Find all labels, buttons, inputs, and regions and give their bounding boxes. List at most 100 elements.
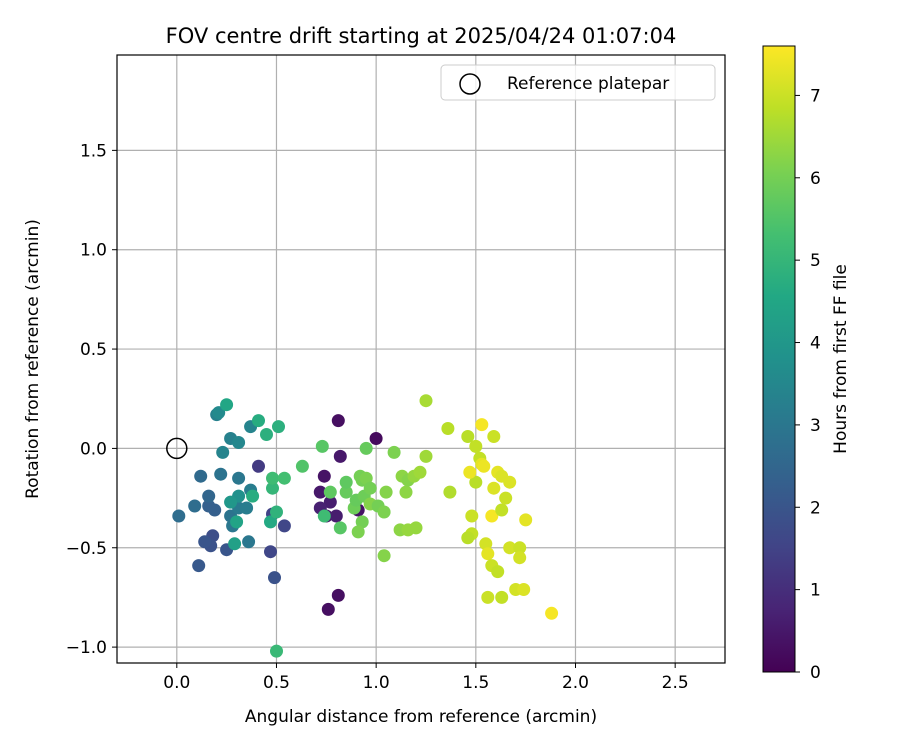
data-point bbox=[313, 485, 327, 499]
data-point bbox=[331, 588, 345, 602]
data-point bbox=[487, 430, 501, 443]
data-point bbox=[351, 525, 365, 539]
data-point bbox=[465, 509, 479, 523]
data-point bbox=[419, 394, 433, 408]
data-point bbox=[315, 439, 329, 453]
data-point bbox=[202, 489, 216, 503]
y-tick-label: 1.5 bbox=[80, 141, 107, 161]
data-point bbox=[503, 541, 517, 555]
data-point bbox=[214, 467, 228, 481]
colorbar-ticks: 0 1 2 3 4 5 6 7 bbox=[795, 86, 821, 683]
data-point bbox=[260, 428, 273, 441]
data-point bbox=[359, 471, 373, 485]
data-point bbox=[228, 537, 242, 551]
data-point bbox=[485, 509, 499, 523]
x-tick-label: 0.5 bbox=[263, 673, 290, 693]
colorbar-gradient bbox=[763, 46, 795, 672]
data-point bbox=[513, 551, 527, 565]
data-point bbox=[333, 449, 347, 463]
data-point bbox=[172, 509, 186, 523]
data-point bbox=[481, 547, 495, 561]
colorbar-tick-label: 3 bbox=[810, 416, 821, 436]
data-point bbox=[317, 509, 331, 523]
data-point bbox=[443, 485, 457, 499]
data-point bbox=[377, 549, 391, 563]
data-point bbox=[323, 485, 337, 499]
data-point bbox=[441, 422, 455, 435]
data-point bbox=[194, 469, 208, 483]
data-point bbox=[272, 420, 285, 434]
x-tick-label: 2.5 bbox=[662, 673, 689, 693]
data-point bbox=[339, 475, 353, 489]
grid-lines bbox=[117, 55, 725, 663]
colorbar-tick-label: 6 bbox=[810, 169, 821, 189]
data-point bbox=[246, 489, 260, 503]
data-point bbox=[277, 471, 291, 485]
x-axis-label: Angular distance from reference (arcmin) bbox=[245, 707, 597, 727]
data-point bbox=[377, 505, 391, 519]
data-point bbox=[495, 590, 509, 604]
data-point bbox=[232, 436, 246, 449]
data-point bbox=[399, 485, 413, 499]
x-tick-label: 0.0 bbox=[163, 673, 190, 693]
y-tick-label: 0.5 bbox=[80, 340, 107, 360]
data-point bbox=[461, 430, 475, 443]
data-point bbox=[317, 469, 331, 483]
data-point bbox=[212, 406, 226, 420]
data-point bbox=[339, 485, 353, 499]
data-point bbox=[216, 445, 230, 459]
data-point bbox=[240, 501, 254, 515]
data-point bbox=[266, 481, 279, 495]
data-point bbox=[232, 471, 246, 485]
data-point bbox=[264, 545, 277, 559]
data-point bbox=[270, 644, 283, 658]
data-point bbox=[264, 515, 277, 529]
legend-marker-icon bbox=[459, 73, 481, 95]
data-point bbox=[491, 565, 505, 579]
data-point bbox=[242, 535, 256, 549]
colorbar-label: Hours from first FF file bbox=[831, 264, 851, 454]
data-point bbox=[252, 414, 265, 428]
data-point bbox=[369, 432, 383, 445]
data-point bbox=[477, 459, 491, 473]
reference-marker bbox=[166, 437, 188, 460]
data-point bbox=[321, 602, 335, 616]
data-point bbox=[363, 481, 377, 495]
data-point bbox=[409, 521, 423, 535]
data-point bbox=[469, 439, 483, 453]
data-point bbox=[333, 521, 347, 535]
data-point bbox=[355, 515, 369, 529]
data-point bbox=[268, 571, 281, 585]
data-point bbox=[198, 535, 212, 549]
data-point bbox=[413, 465, 427, 479]
data-point bbox=[419, 449, 433, 463]
data-point bbox=[220, 398, 234, 412]
legend: Reference platepar bbox=[440, 64, 716, 101]
x-tick-label: 1.0 bbox=[363, 673, 390, 693]
colorbar-tick-label: 1 bbox=[810, 581, 821, 601]
data-point bbox=[359, 441, 373, 455]
y-tick-label: −1.0 bbox=[66, 638, 107, 658]
y-axis-label: Rotation from reference (arcmin) bbox=[23, 219, 43, 499]
data-point bbox=[513, 541, 527, 555]
data-point bbox=[469, 475, 483, 489]
data-point bbox=[331, 414, 345, 428]
y-tick-label: 0.0 bbox=[80, 439, 107, 459]
data-point bbox=[224, 495, 238, 509]
y-axis: −1.0 −0.5 0.0 0.5 1.0 1.5 bbox=[66, 141, 117, 658]
chart-title: FOV centre drift starting at 2025/04/24 … bbox=[166, 24, 677, 48]
plot-frame bbox=[116, 54, 726, 664]
data-point bbox=[379, 485, 393, 499]
data-point bbox=[517, 583, 531, 596]
data-point bbox=[475, 418, 489, 432]
x-axis: 0.0 0.5 1.0 1.5 2.0 2.5 bbox=[163, 663, 689, 693]
data-point bbox=[481, 590, 495, 604]
y-tick-label: −0.5 bbox=[66, 539, 107, 559]
data-point bbox=[387, 445, 401, 459]
y-tick-label: 1.0 bbox=[80, 241, 107, 261]
data-point bbox=[202, 499, 216, 513]
data-point bbox=[277, 519, 291, 533]
colorbar-tick-label: 5 bbox=[810, 251, 821, 271]
